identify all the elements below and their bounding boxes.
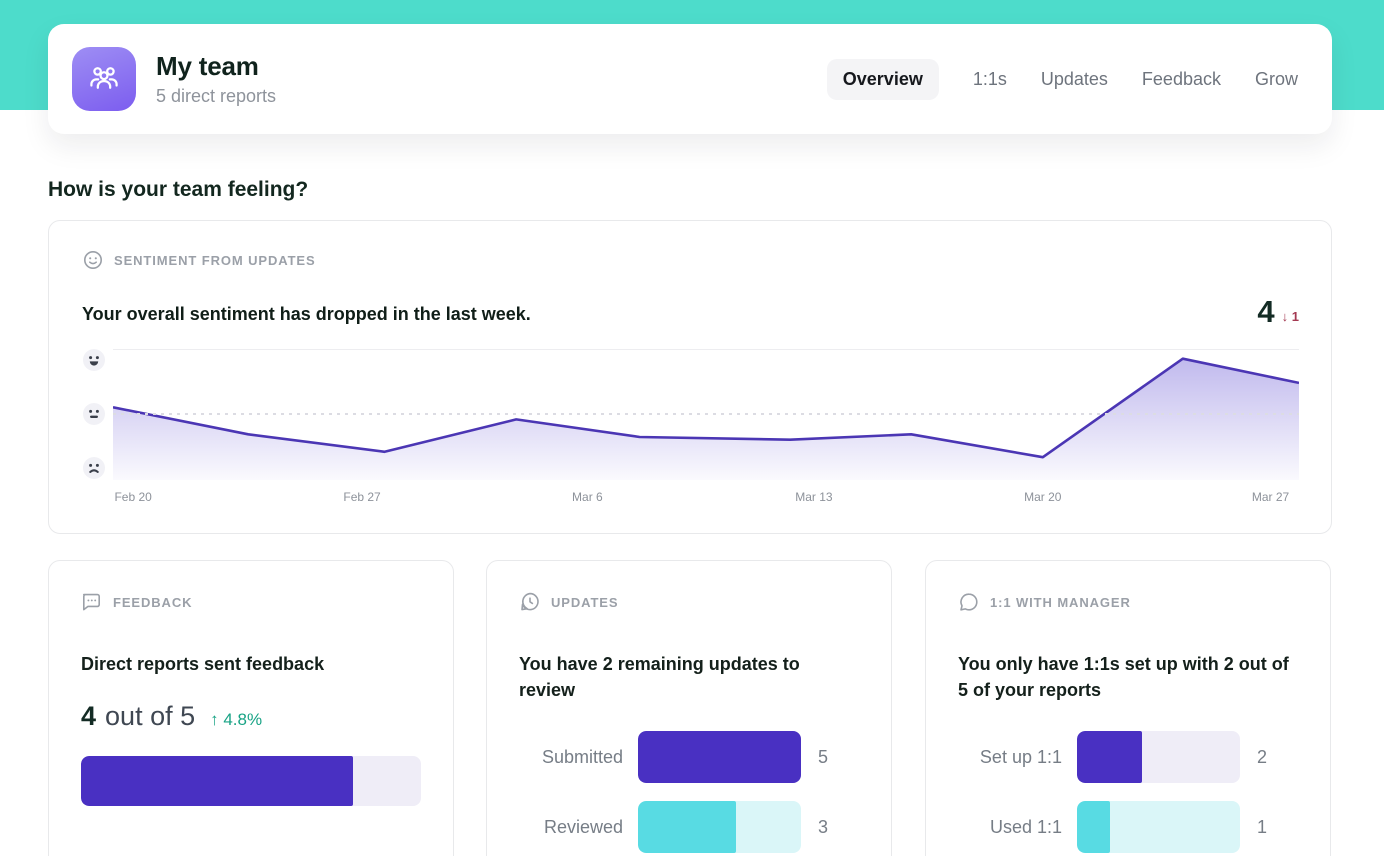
metric-value: 2 — [1257, 746, 1268, 767]
tab-updates[interactable]: Updates — [1040, 68, 1108, 89]
metric-bar-fill — [1077, 801, 1110, 853]
metric-bar-track — [1077, 731, 1240, 783]
updates-metric-rows: Submitted 5 Reviewed 3 — [519, 731, 859, 853]
tab-overview[interactable]: Overview — [826, 58, 939, 100]
updates-card-header: UPDATES — [519, 591, 859, 613]
sentiment-card: SENTIMENT FROM UPDATES Your overall sent… — [48, 220, 1332, 534]
metric-value: 1 — [1257, 816, 1268, 837]
team-subtitle: 5 direct reports — [156, 86, 277, 106]
sentiment-chart-plot: Feb 20 Feb 27 Mar 6 Mar 13 Mar 20 Mar 27 — [113, 349, 1299, 504]
metric-value: 5 — [818, 746, 829, 767]
team-group-icon — [72, 47, 136, 111]
update-clock-bubble-icon — [521, 592, 539, 611]
sentiment-statement-row: Your overall sentiment has dropped in th… — [82, 296, 1299, 327]
metric-label: Set up 1:1 — [979, 746, 1062, 767]
x-tick-label: Mar 6 — [572, 490, 603, 504]
metric-label: Used 1:1 — [989, 816, 1062, 837]
sentiment-kpi: 4 ↓ 1 — [1257, 296, 1299, 327]
chat-bubble-icon — [960, 593, 978, 611]
sentiment-card-header: SENTIMENT FROM UPDATES — [82, 249, 1299, 271]
sentiment-card-label: SENTIMENT FROM UPDATES — [114, 252, 316, 268]
updates-heading: You have 2 remaining updates to review — [519, 654, 800, 700]
feedback-card-label: FEEDBACK — [113, 594, 193, 610]
sentiment-statement: Your overall sentiment has dropped in th… — [82, 304, 531, 324]
feedback-heading: Direct reports sent feedback — [81, 654, 325, 674]
chart-neutral-dashed-gridline — [113, 413, 1299, 415]
down-arrow-icon: ↓ — [1281, 309, 1289, 324]
metric-row: Reviewed 3 — [519, 801, 859, 853]
metric-label: Reviewed — [543, 816, 623, 837]
team-meta: My team 5 direct reports — [156, 51, 827, 107]
metric-value: 3 — [818, 816, 829, 837]
metric-row: Used 1:1 1 — [958, 801, 1298, 853]
one-on-one-metric-rows: Set up 1:1 2 Used 1:1 1 — [958, 731, 1298, 853]
feedback-progress-track — [81, 756, 421, 806]
feedback-card: FEEDBACK Direct reports sent feedback 4 … — [48, 560, 454, 856]
feedback-card-header: FEEDBACK — [81, 591, 421, 613]
feedback-stat-row: 4 out of 5 ↑ 4.8% — [81, 701, 421, 732]
metric-row: Submitted 5 — [519, 731, 859, 783]
feedback-stat-suffix: out of 5 — [105, 701, 196, 731]
metric-bar-track — [638, 731, 801, 783]
updates-card: UPDATES You have 2 remaining updates to … — [486, 560, 892, 856]
x-tick-label: Mar 27 — [1251, 490, 1290, 504]
feedback-progress-fill — [81, 756, 353, 806]
team-header-card: My team 5 direct reports Overview 1:1s Upd… — [48, 24, 1332, 134]
metric-row: Set up 1:1 2 — [958, 731, 1298, 783]
tab-feedback[interactable]: Feedback — [1141, 68, 1221, 89]
tab-grow[interactable]: Grow — [1254, 68, 1298, 89]
x-tick-label: Feb 20 — [114, 490, 152, 504]
feedback-bubble-icon — [83, 593, 101, 611]
sentiment-chart: Feb 20 Feb 27 Mar 6 Mar 13 Mar 20 Mar 27 — [82, 349, 1299, 504]
tab-1-1s[interactable]: 1:1s — [972, 68, 1007, 89]
metric-bar-track — [638, 801, 801, 853]
sentiment-y-axis — [82, 349, 113, 480]
feedback-change-value: 4.8% — [223, 710, 263, 729]
team-title: My team — [156, 51, 259, 81]
metric-label: Submitted — [541, 746, 623, 767]
sentiment-kpi-value: 4 — [1257, 294, 1275, 329]
one-on-one-card-header: 1:1 WITH MANAGER — [958, 591, 1298, 613]
one-on-one-card-label: 1:1 WITH MANAGER — [990, 594, 1131, 610]
x-tick-label: Mar 13 — [795, 490, 833, 504]
sad-face-icon — [83, 457, 105, 479]
smiley-icon — [84, 251, 102, 269]
up-arrow-icon: ↑ — [210, 710, 219, 729]
one-on-one-card: 1:1 WITH MANAGER You only have 1:1s set … — [925, 560, 1331, 856]
happy-face-icon — [83, 349, 105, 371]
x-tick-label: Mar 20 — [1024, 490, 1062, 504]
metric-bar-fill — [1077, 731, 1143, 783]
x-tick-label: Feb 27 — [343, 490, 381, 504]
sentiment-kpi-delta: ↓ 1 — [1282, 309, 1299, 327]
chart-x-axis-labels: Feb 20 Feb 27 Mar 6 Mar 13 Mar 20 Mar 27 — [113, 490, 1299, 506]
sentiment-kpi-delta-value: 1 — [1291, 309, 1299, 324]
metric-bar-track — [1077, 801, 1240, 853]
people-icon — [90, 67, 118, 89]
header-tabs: Overview 1:1s Updates Feedback Grow — [826, 58, 1298, 100]
chart-top-gridline — [113, 349, 1299, 350]
feedback-stat-value: 4 — [81, 701, 97, 731]
one-on-one-heading: You only have 1:1s set up with 2 out of … — [958, 654, 1289, 700]
neutral-face-icon — [83, 403, 105, 425]
sentiment-area-chart — [113, 349, 1299, 480]
metric-bar-fill — [638, 731, 801, 783]
section-title: How is your team feeling? — [48, 178, 309, 201]
metric-bar-fill — [638, 801, 736, 853]
updates-card-label: UPDATES — [551, 594, 619, 610]
feedback-change: ↑ 4.8% — [210, 710, 262, 730]
